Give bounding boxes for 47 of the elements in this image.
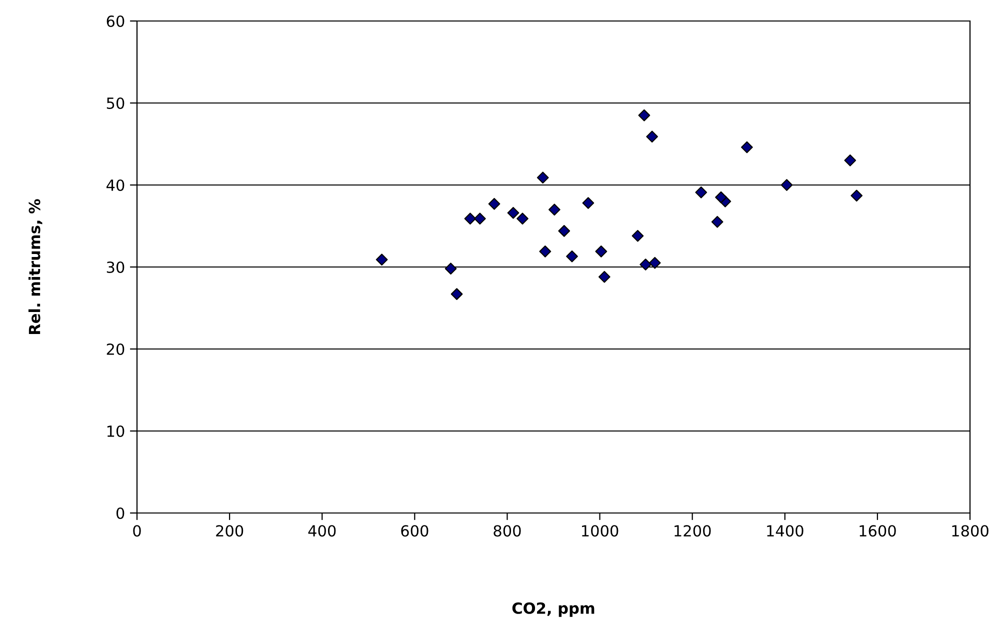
point bbox=[548, 204, 560, 216]
x-tick-label: 1000 bbox=[582, 525, 618, 537]
x-tick-label: 600 bbox=[401, 525, 428, 537]
x-tick-label: 200 bbox=[216, 525, 244, 537]
point bbox=[711, 216, 724, 228]
point bbox=[850, 190, 863, 202]
point bbox=[464, 212, 476, 225]
point bbox=[539, 245, 552, 258]
point bbox=[376, 254, 388, 266]
point bbox=[595, 245, 608, 258]
point bbox=[566, 250, 578, 262]
point bbox=[516, 212, 528, 225]
y-tick-label: 0 bbox=[116, 507, 124, 520]
x-tick-label: 1400 bbox=[767, 525, 804, 537]
y-tick-label: 50 bbox=[106, 97, 124, 110]
x-tick-label: 1600 bbox=[860, 525, 896, 537]
point bbox=[507, 206, 520, 219]
point bbox=[632, 230, 644, 242]
point bbox=[780, 179, 793, 191]
x-tick-label: 1800 bbox=[952, 525, 988, 537]
point bbox=[558, 224, 570, 237]
point bbox=[640, 258, 652, 270]
y-tick-label: 10 bbox=[107, 425, 124, 438]
point bbox=[444, 262, 457, 275]
point bbox=[488, 198, 500, 210]
point bbox=[695, 186, 708, 198]
y-tick-label: 60 bbox=[106, 15, 124, 28]
y-tick-label: 20 bbox=[106, 343, 124, 356]
point bbox=[844, 154, 856, 166]
point bbox=[648, 256, 661, 269]
point bbox=[536, 172, 549, 184]
y-tick-label: 30 bbox=[106, 261, 124, 274]
point bbox=[646, 130, 658, 143]
y-axis-title: Rel. mitrums, % bbox=[28, 199, 42, 334]
y-tick-label: 40 bbox=[106, 179, 124, 192]
x-axis-title: CO2, ppm bbox=[512, 602, 594, 617]
x-tick-label: 1200 bbox=[674, 525, 711, 537]
point bbox=[582, 197, 594, 209]
x-tick-label: 400 bbox=[308, 525, 336, 537]
x-tick-label: 800 bbox=[494, 525, 521, 537]
point bbox=[741, 141, 753, 154]
point bbox=[715, 191, 727, 204]
x-tick-label: 0 bbox=[133, 525, 141, 537]
point bbox=[450, 288, 463, 300]
point bbox=[598, 270, 610, 283]
point bbox=[474, 212, 486, 225]
point bbox=[638, 109, 650, 122]
